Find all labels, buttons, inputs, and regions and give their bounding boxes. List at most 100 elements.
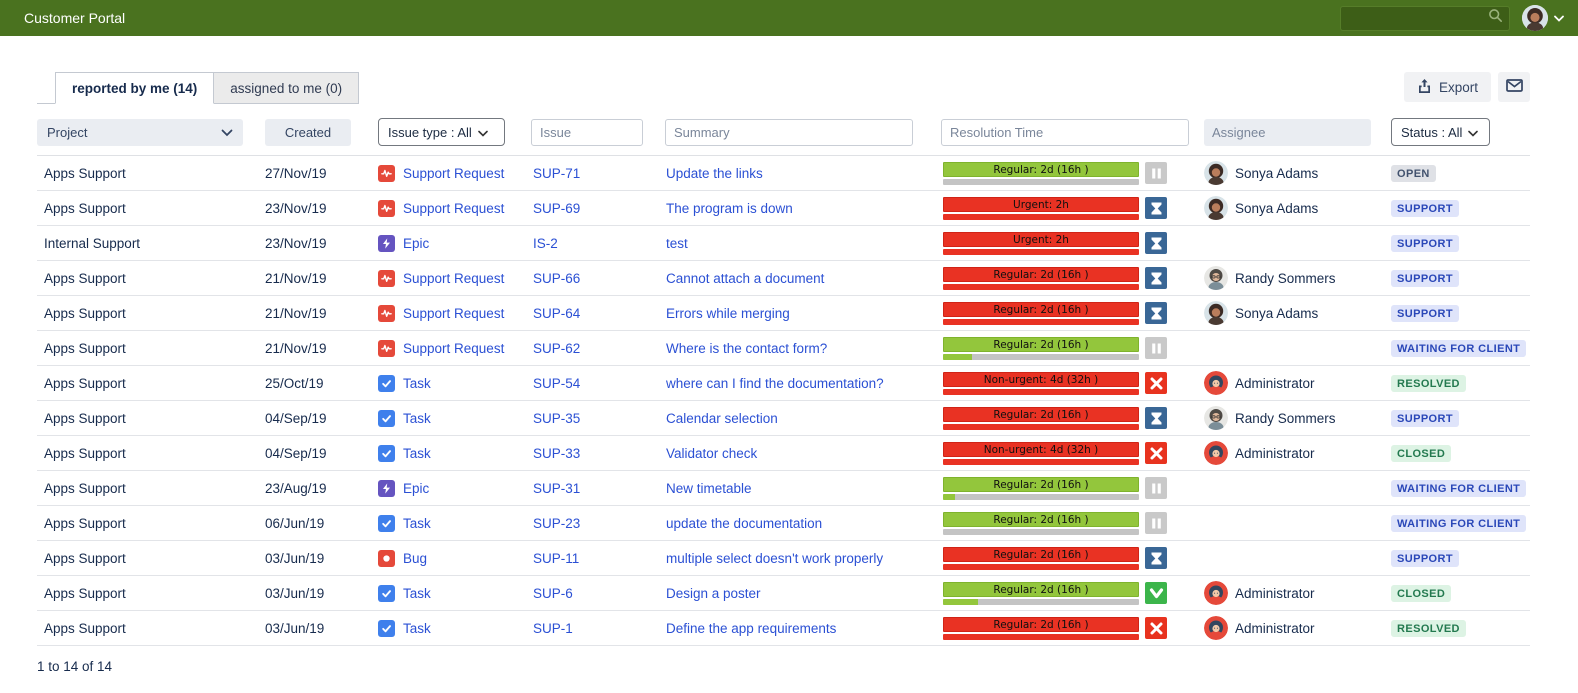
issue-key-cell: SUP-71 <box>533 166 666 181</box>
issue-type-link[interactable]: Support Request <box>403 340 505 356</box>
status-badge: SUPPORT <box>1391 234 1459 252</box>
sla-progress-fill <box>943 458 1139 465</box>
issue-type-link[interactable]: Task <box>403 445 431 461</box>
mail-button[interactable] <box>1498 72 1530 102</box>
filter-bar: Project Created Issue type : All Status … <box>37 118 1530 156</box>
status-filter[interactable]: Status : All <box>1391 118 1490 146</box>
export-button[interactable]: Export <box>1403 72 1491 102</box>
summary-link[interactable]: The program is down <box>666 200 793 216</box>
issue-key-link[interactable]: SUP-33 <box>533 445 581 461</box>
issue-type-link[interactable]: Support Request <box>403 270 505 286</box>
issue-type-cell: Support Request <box>378 164 533 182</box>
issue-key-link[interactable]: SUP-31 <box>533 480 581 496</box>
sla-bar: Regular: 2d (16h ) <box>943 476 1139 500</box>
sla-label: Urgent: 2h <box>943 231 1139 247</box>
issue-filter-input[interactable] <box>531 118 643 146</box>
issue-key-link[interactable]: SUP-1 <box>533 620 573 636</box>
summary-link[interactable]: Define the app requirements <box>666 620 837 636</box>
user-menu[interactable] <box>1522 5 1564 31</box>
issue-type-link[interactable]: Support Request <box>403 305 505 321</box>
project-filter[interactable]: Project <box>37 118 243 146</box>
issue-key-link[interactable]: SUP-54 <box>533 375 581 391</box>
pause-icon <box>1145 162 1167 184</box>
issue-key-link[interactable]: SUP-35 <box>533 410 581 426</box>
issue-type-cell: Bug <box>378 549 533 567</box>
issue-type-link[interactable]: Epic <box>403 235 430 251</box>
summary-link[interactable]: Validator check <box>666 445 758 461</box>
summary-filter-input[interactable] <box>665 118 913 146</box>
sla-bar: Regular: 2d (16h ) <box>943 161 1139 185</box>
issue-type-link[interactable]: Task <box>403 375 431 391</box>
sla-progress-fill <box>943 213 1139 220</box>
assignee-name: Sonya Adams <box>1235 165 1319 181</box>
created-cell: 21/Nov/19 <box>265 340 327 356</box>
user-avatar[interactable] <box>1522 5 1548 31</box>
status-badge: WAITING FOR CLIENT <box>1391 339 1527 357</box>
issue-type-link[interactable]: Task <box>403 585 431 601</box>
summary-link[interactable]: New timetable <box>666 480 752 496</box>
created-column-header[interactable]: Created <box>265 118 351 146</box>
issue-key-cell: SUP-35 <box>533 411 666 426</box>
issue-key-link[interactable]: SUP-11 <box>533 550 580 566</box>
issue-type-filter-label: Issue type : All <box>388 124 472 140</box>
summary-link[interactable]: Where is the contact form? <box>666 340 828 356</box>
issue-key-cell: SUP-54 <box>533 376 666 391</box>
issue-type-cell: Support Request <box>378 199 533 217</box>
sla-bar: Regular: 2d (16h ) <box>943 581 1139 605</box>
sla-progress-track <box>943 318 1139 325</box>
summary-link[interactable]: multiple select doesn't work properly <box>666 550 884 566</box>
created-cell: 25/Oct/19 <box>265 375 324 391</box>
summary-link[interactable]: Update the links <box>666 165 763 181</box>
tab-assigned-to-me[interactable]: assigned to me (0) <box>214 72 360 104</box>
sla-progress-track <box>943 213 1139 220</box>
sla-progress-fill <box>943 423 1139 430</box>
issue-key-link[interactable]: SUP-23 <box>533 515 581 531</box>
issue-type-link[interactable]: Support Request <box>403 200 505 216</box>
issue-type-filter[interactable]: Issue type : All <box>378 118 505 146</box>
project-cell: Internal Support <box>44 235 141 251</box>
issue-type-cell: Task <box>378 619 533 637</box>
hourglass-icon <box>1145 232 1167 254</box>
tab-reported-by-me[interactable]: reported by me (14) <box>55 72 215 104</box>
search-input[interactable] <box>1349 11 1488 25</box>
issue-key-link[interactable]: SUP-62 <box>533 340 581 356</box>
app-title: Customer Portal <box>24 10 126 26</box>
status-badge: CLOSED <box>1391 584 1452 602</box>
table-row: Apps Support 03/Jun/19 Task SUP-6 Design a p… <box>37 576 1530 611</box>
hourglass-icon <box>1145 302 1167 324</box>
issue-type-cell: Support Request <box>378 304 533 322</box>
sla-label: Regular: 2d (16h ) <box>943 336 1139 352</box>
issue-type-link[interactable]: Task <box>403 515 431 531</box>
task-icon <box>378 444 395 462</box>
resolution-time-filter-input[interactable] <box>941 118 1189 146</box>
sla-progress-fill <box>943 388 1139 395</box>
support-request-icon <box>378 339 395 357</box>
summary-link[interactable]: Design a poster <box>666 585 761 601</box>
issue-key-link[interactable]: SUP-71 <box>533 165 581 181</box>
issue-type-link[interactable]: Task <box>403 410 431 426</box>
summary-link[interactable]: update the documentation <box>666 515 823 531</box>
issue-type-link[interactable]: Support Request <box>403 165 505 181</box>
issue-type-link[interactable]: Bug <box>403 550 428 566</box>
issue-key-link[interactable]: SUP-66 <box>533 270 581 286</box>
issue-type-cell: Support Request <box>378 339 533 357</box>
summary-link[interactable]: where can I find the documentation? <box>666 375 884 391</box>
issue-key-link[interactable]: SUP-6 <box>533 585 573 601</box>
table-row: Apps Support 04/Sep/19 Task SUP-33 Validator… <box>37 436 1530 471</box>
assignee-cell: Administrator <box>1204 371 1391 395</box>
summary-link[interactable]: Cannot attach a document <box>666 270 825 286</box>
issue-key-link[interactable]: SUP-64 <box>533 305 581 321</box>
summary-link[interactable]: test <box>666 235 688 251</box>
summary-link[interactable]: Errors while merging <box>666 305 790 321</box>
issue-type-link[interactable]: Epic <box>403 480 430 496</box>
summary-link[interactable]: Calendar selection <box>666 410 778 426</box>
issue-key-cell: SUP-62 <box>533 341 666 356</box>
header-search[interactable] <box>1340 5 1510 31</box>
issue-type-cell: Task <box>378 374 533 392</box>
issue-type-link[interactable]: Task <box>403 620 431 636</box>
issue-key-link[interactable]: SUP-69 <box>533 200 581 216</box>
issue-type-cell: Task <box>378 409 533 427</box>
assignee-filter-input[interactable] <box>1204 118 1371 146</box>
support-request-icon <box>378 269 395 287</box>
issue-key-link[interactable]: IS-2 <box>533 235 558 251</box>
